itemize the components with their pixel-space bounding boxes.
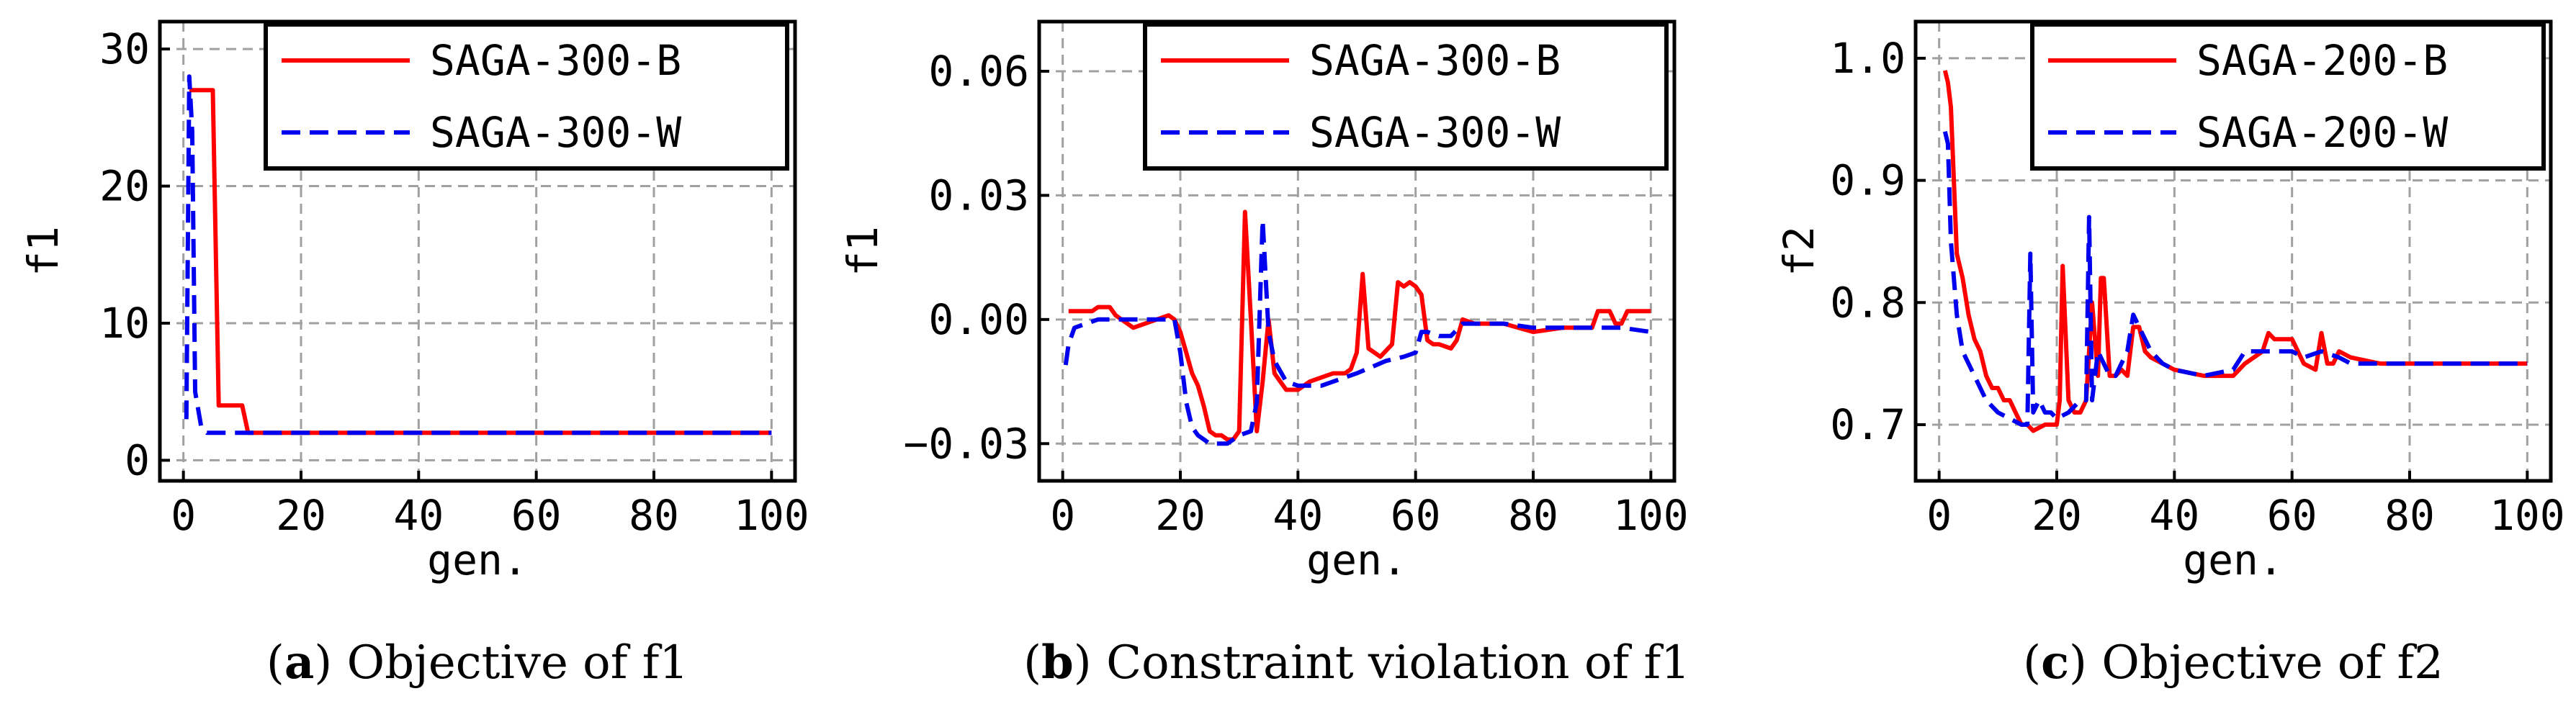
panel-a-y-tick-label-3: 30 — [99, 24, 150, 73]
panel-a-x-tick-label-3: 60 — [511, 491, 562, 540]
panel-a-legend-box — [264, 22, 789, 171]
panel-a-x-tick-label-1: 20 — [276, 491, 326, 540]
panel-b-plot-frame — [1037, 19, 1677, 483]
panel-a-x-tick-label-0: 0 — [171, 491, 196, 540]
panel-c-ticks: 0 20 40 60 80 100 0.7 0.8 0.9 1.0 — [1830, 34, 2564, 540]
panel-a-series — [184, 74, 772, 436]
panel-c-plot-frame — [1913, 19, 2553, 483]
panel-c-x-tick-label-2: 40 — [2149, 491, 2199, 540]
panel-c-series-line-w — [1942, 130, 2528, 427]
panel-b-series-line-w — [1063, 217, 1651, 446]
panel-b-x-tick-label-4: 80 — [1508, 491, 1558, 540]
panel-b-y-tick-label-3: 0.06 — [928, 47, 1029, 96]
panel-b-ticks: 0 20 40 60 80 100 −0.03 0.00 0.03 0.06 — [903, 47, 1688, 540]
panel-c-y-tick-label-1: 0.8 — [1830, 278, 1906, 327]
panel-b-caption-letter: b — [1041, 636, 1074, 690]
panel-c-series — [1942, 70, 2528, 433]
panel-a-y-tick-label-1: 10 — [99, 299, 150, 348]
panel-c-caption-letter: c — [2041, 636, 2069, 690]
panel-c-x-tick-label-5: 100 — [2490, 491, 2565, 540]
panel-c-x-tick-label-3: 60 — [2267, 491, 2317, 540]
panel-a-x-tick-label-2: 40 — [393, 491, 444, 540]
panel-b-x-tick-label-0: 0 — [1050, 491, 1075, 540]
panel-c-caption-title: Objective of f2 — [2101, 636, 2443, 690]
panel-b-y-tick-label-0: −0.03 — [903, 419, 1029, 468]
panel-c-y-tick-label-2: 0.9 — [1830, 156, 1906, 205]
panel-a-caption: (a) Objective of f1 — [266, 636, 688, 690]
panel-a-y-axis-label: f1 — [19, 226, 68, 276]
panel-a-caption-letter: a — [284, 636, 314, 690]
panel-c-x-tick-label-4: 80 — [2384, 491, 2435, 540]
panel-b-y-tick-label-2: 0.03 — [928, 171, 1029, 220]
panel-b-y-axis-label: f1 — [838, 226, 887, 276]
panel-c-legend-label-1: SAGA-200-W — [2196, 108, 2448, 157]
panel-c-y-axis-label: f2 — [1774, 226, 1823, 276]
panel-b-legend: SAGA-300-B SAGA-300-W — [1143, 22, 1669, 171]
panel-a-legend-label-0: SAGA-300-B — [430, 36, 681, 85]
panel-a-x-axis-label: gen. — [427, 536, 528, 585]
panel-a-series-line-w — [184, 74, 772, 436]
panel-b-x-tick-label-3: 60 — [1391, 491, 1441, 540]
panel-a-x-tick-label-4: 80 — [629, 491, 679, 540]
panel-a-legend: SAGA-300-B SAGA-300-W — [264, 22, 789, 171]
panel-b-series — [1063, 209, 1651, 446]
panel-a-caption-title: Objective of f1 — [347, 636, 689, 690]
panel-a-x-tick-label-5: 100 — [734, 491, 809, 540]
panel-a-plot-frame — [158, 19, 797, 483]
panel-b-x-tick-label-5: 100 — [1613, 491, 1689, 540]
panel-c-x-tick-label-1: 20 — [2032, 491, 2082, 540]
panel-a: 0 20 40 60 80 100 0 10 20 30 SAGA-300-B SAGA-300-W… — [19, 19, 809, 690]
panel-b-x-tick-label-1: 20 — [1155, 491, 1206, 540]
panel-b-y-tick-label-1: 0.00 — [928, 295, 1029, 344]
panel-c-y-tick-label-3: 1.0 — [1830, 34, 1906, 83]
panel-a-legend-label-1: SAGA-300-W — [430, 108, 681, 157]
panel-b: 0 20 40 60 80 100 −0.03 0.00 0.03 0.06 SAGA-300-B… — [838, 19, 1690, 690]
panel-b-x-tick-label-2: 40 — [1273, 491, 1323, 540]
panel-a-ticks: 0 20 40 60 80 100 0 10 20 30 — [99, 24, 809, 540]
panel-b-legend-label-1: SAGA-300-W — [1309, 108, 1561, 157]
panel-c-legend: SAGA-200-B SAGA-200-W — [2030, 22, 2546, 171]
panel-b-caption: (b) Constraint violation of f1 — [1023, 636, 1690, 690]
panel-c-legend-label-0: SAGA-200-B — [2196, 36, 2448, 85]
panel-c-series-line-b — [1942, 70, 2528, 433]
panel-c-caption: (c) Objective of f2 — [2023, 636, 2443, 690]
panel-c-y-tick-label-0: 0.7 — [1830, 400, 1906, 449]
panel-a-y-tick-label-2: 20 — [99, 162, 150, 211]
panel-c-x-axis-label: gen. — [2183, 536, 2284, 585]
panel-a-y-tick-label-0: 0 — [125, 436, 150, 484]
panel-b-caption-title: Constraint violation of f1 — [1106, 636, 1690, 690]
panel-b-legend-label-0: SAGA-300-B — [1309, 36, 1561, 85]
panel-c-legend-box — [2030, 22, 2546, 171]
panel-c-x-tick-label-0: 0 — [1926, 491, 1952, 540]
panel-b-legend-box — [1143, 22, 1669, 171]
panel-b-x-axis-label: gen. — [1306, 536, 1407, 585]
